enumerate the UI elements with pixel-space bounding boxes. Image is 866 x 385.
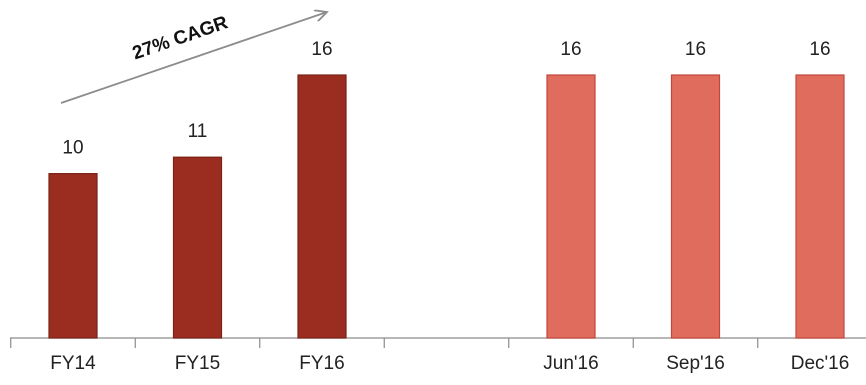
bar-sep-16 [670,74,721,339]
data-label: 16 [809,39,830,60]
category-label: FY15 [175,353,220,374]
data-label: 10 [62,138,83,159]
category-label: FY14 [50,353,96,374]
bar-fy15 [172,156,223,339]
category-label: Jun'16 [543,353,598,374]
x-axis [10,337,866,348]
bars [48,74,845,339]
data-label: 16 [685,39,706,60]
bar-fy14 [48,173,98,339]
category-label: Dec'16 [791,353,850,374]
labels: 10 FY14 11 FY15 16 FY16 16 Jun'16 16 Sep'16 16 Dec'… [50,39,849,374]
cagr-arrow [60,12,327,104]
category-label: FY16 [299,353,344,374]
cagr-annotation-label: 27% CAGR [130,12,231,64]
bar-dec-16 [795,74,845,339]
annotations: 27% CAGR [60,12,327,104]
bar-jun-16 [546,74,596,339]
data-label: 11 [188,121,208,142]
bar-fy16 [297,74,347,339]
data-label: 16 [311,39,332,60]
category-label: Sep'16 [666,353,725,374]
data-label: 16 [560,39,581,60]
